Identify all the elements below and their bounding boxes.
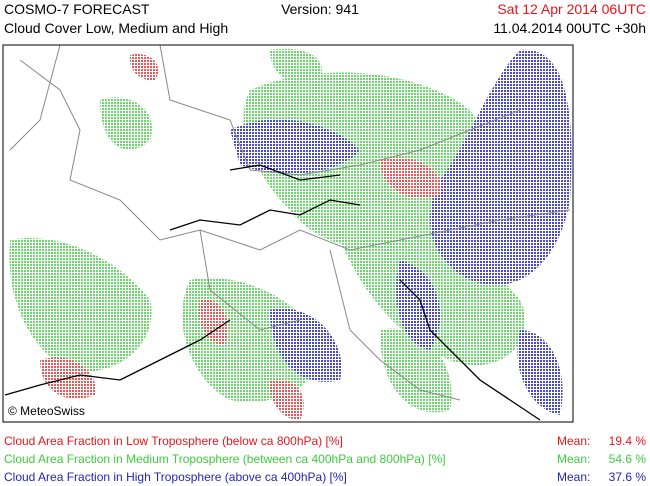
map-frame <box>2 44 574 423</box>
map: © MeteoSwiss <box>3 45 573 422</box>
title: COSMO-7 FORECAST <box>4 1 150 17</box>
run-time: 11.04.2014 00UTC +30h <box>493 20 646 36</box>
legend-label: Cloud Area Fraction in High Troposphere … <box>4 470 347 484</box>
mean-label: Mean: <box>557 470 590 484</box>
copyright: © MeteoSwiss <box>8 404 85 418</box>
valid-time: Sat 12 Apr 2014 06UTC <box>497 1 646 17</box>
mean-value: 54.6 % <box>609 452 647 466</box>
subtitle: Cloud Cover Low, Medium and High <box>4 20 228 36</box>
mean-value: 19.4 % <box>609 434 647 448</box>
legend-label: Cloud Area Fraction in Medium Tropospher… <box>4 452 446 466</box>
legend-label: Cloud Area Fraction in Low Troposphere (… <box>4 434 343 448</box>
version: Version: 941 <box>281 1 359 17</box>
mean-label: Mean: <box>557 434 590 448</box>
mean-value: 37.6 % <box>609 470 647 484</box>
legend: Cloud Area Fraction in Low Troposphere (… <box>4 434 646 484</box>
mean-label: Mean: <box>557 452 590 466</box>
